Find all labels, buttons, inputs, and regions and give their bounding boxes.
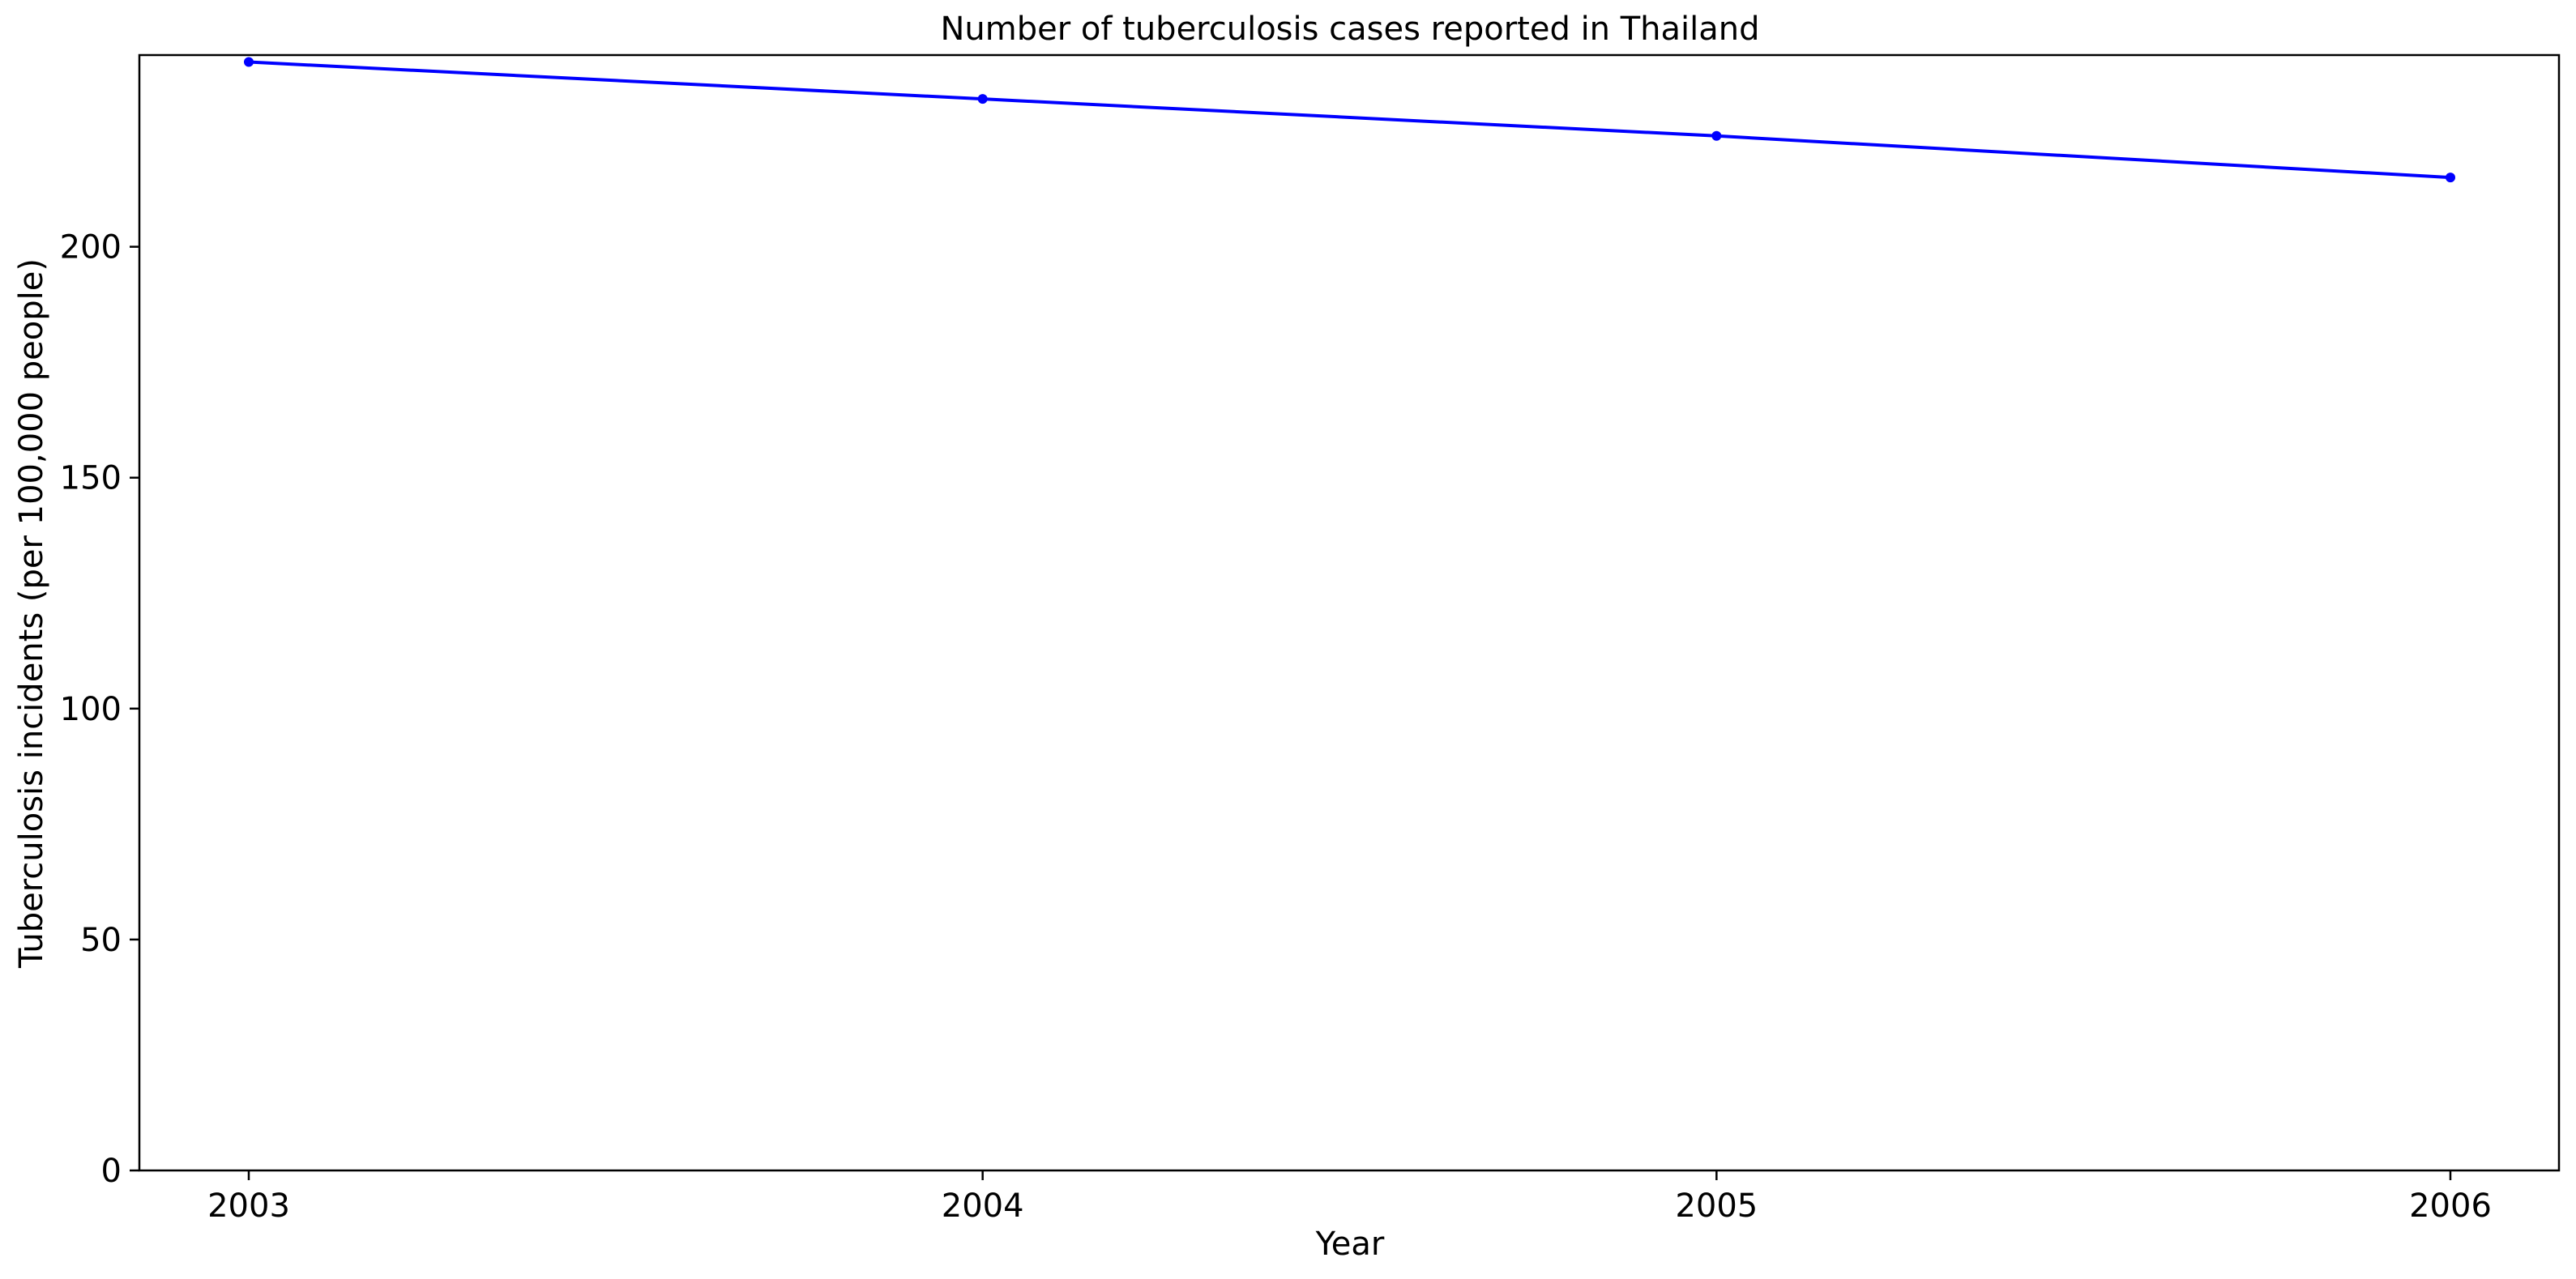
x-axis-label: Year [1315, 1226, 1385, 1263]
y-tick-label: 100 [60, 691, 122, 728]
series-layer [244, 57, 2455, 183]
plot-frame [138, 53, 2561, 1172]
data-point [977, 94, 988, 104]
y-axis-label: Tuberculosis incidents (per 100,000 peop… [13, 258, 50, 969]
chart-title: Number of tuberculosis cases reported in… [940, 11, 1759, 48]
x-tick-label: 2004 [942, 1187, 1024, 1225]
y-axis: 0 50 100 150 200 [60, 229, 139, 1190]
x-tick-label: 2005 [1675, 1187, 1758, 1225]
y-tick-label: 0 [101, 1153, 122, 1190]
x-tick-label: 2006 [2409, 1187, 2492, 1225]
series-line [247, 60, 2452, 180]
x-axis: 2003 2004 2005 2006 [207, 1170, 2492, 1225]
y-tick-label: 200 [60, 229, 122, 266]
data-point [244, 57, 254, 67]
data-point [1711, 130, 1722, 141]
x-tick-label: 2003 [207, 1187, 290, 1225]
data-point [2446, 173, 2455, 183]
y-tick-label: 50 [80, 922, 122, 959]
y-tick-label: 150 [60, 460, 122, 497]
plot-area [138, 53, 2561, 1172]
